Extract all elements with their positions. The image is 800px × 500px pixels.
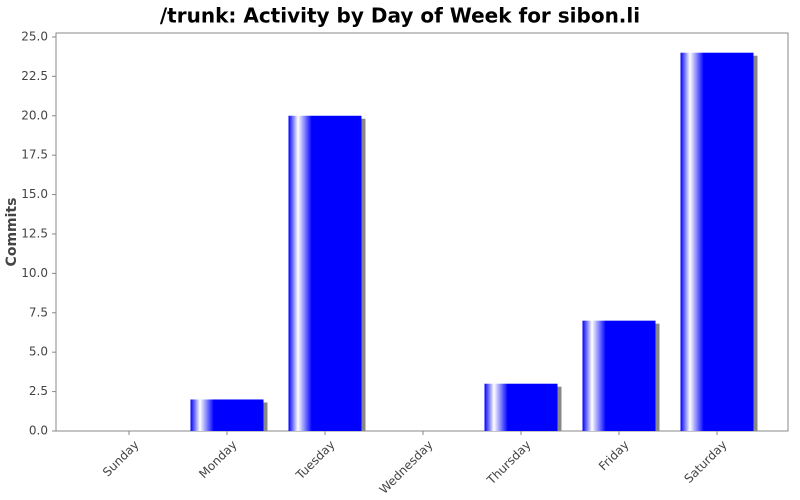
bar bbox=[484, 383, 558, 431]
bar bbox=[288, 115, 362, 431]
y-tick-label: 10.0 bbox=[21, 266, 48, 280]
bar bbox=[582, 320, 656, 431]
x-tick-label: Tuesday bbox=[292, 438, 337, 483]
x-tick-label: Monday bbox=[196, 438, 239, 481]
x-tick-label: Friday bbox=[596, 438, 632, 474]
y-tick-label: 2.5 bbox=[29, 384, 48, 398]
bar bbox=[680, 52, 754, 431]
y-tick-label: 0.0 bbox=[29, 424, 48, 438]
y-axis-label: Commits bbox=[4, 198, 20, 267]
chart-title: /trunk: Activity by Day of Week for sibo… bbox=[160, 4, 640, 28]
y-tick-label: 5.0 bbox=[29, 345, 48, 359]
y-tick-label: 12.5 bbox=[21, 226, 48, 240]
x-tick-label: Saturday bbox=[681, 438, 729, 486]
plot-frame bbox=[55, 32, 789, 432]
y-tick-label: 25.0 bbox=[21, 29, 48, 43]
x-tick-label: Wednesday bbox=[377, 438, 436, 497]
y-tick-label: 22.5 bbox=[21, 69, 48, 83]
y-tick-label: 7.5 bbox=[29, 305, 48, 319]
x-tick-label: Sunday bbox=[100, 438, 142, 480]
bar bbox=[190, 399, 264, 431]
y-tick-label: 20.0 bbox=[21, 108, 48, 122]
y-tick-label: 15.0 bbox=[21, 187, 48, 201]
x-tick-label: Thursday bbox=[484, 438, 534, 488]
y-tick-label: 17.5 bbox=[21, 148, 48, 162]
